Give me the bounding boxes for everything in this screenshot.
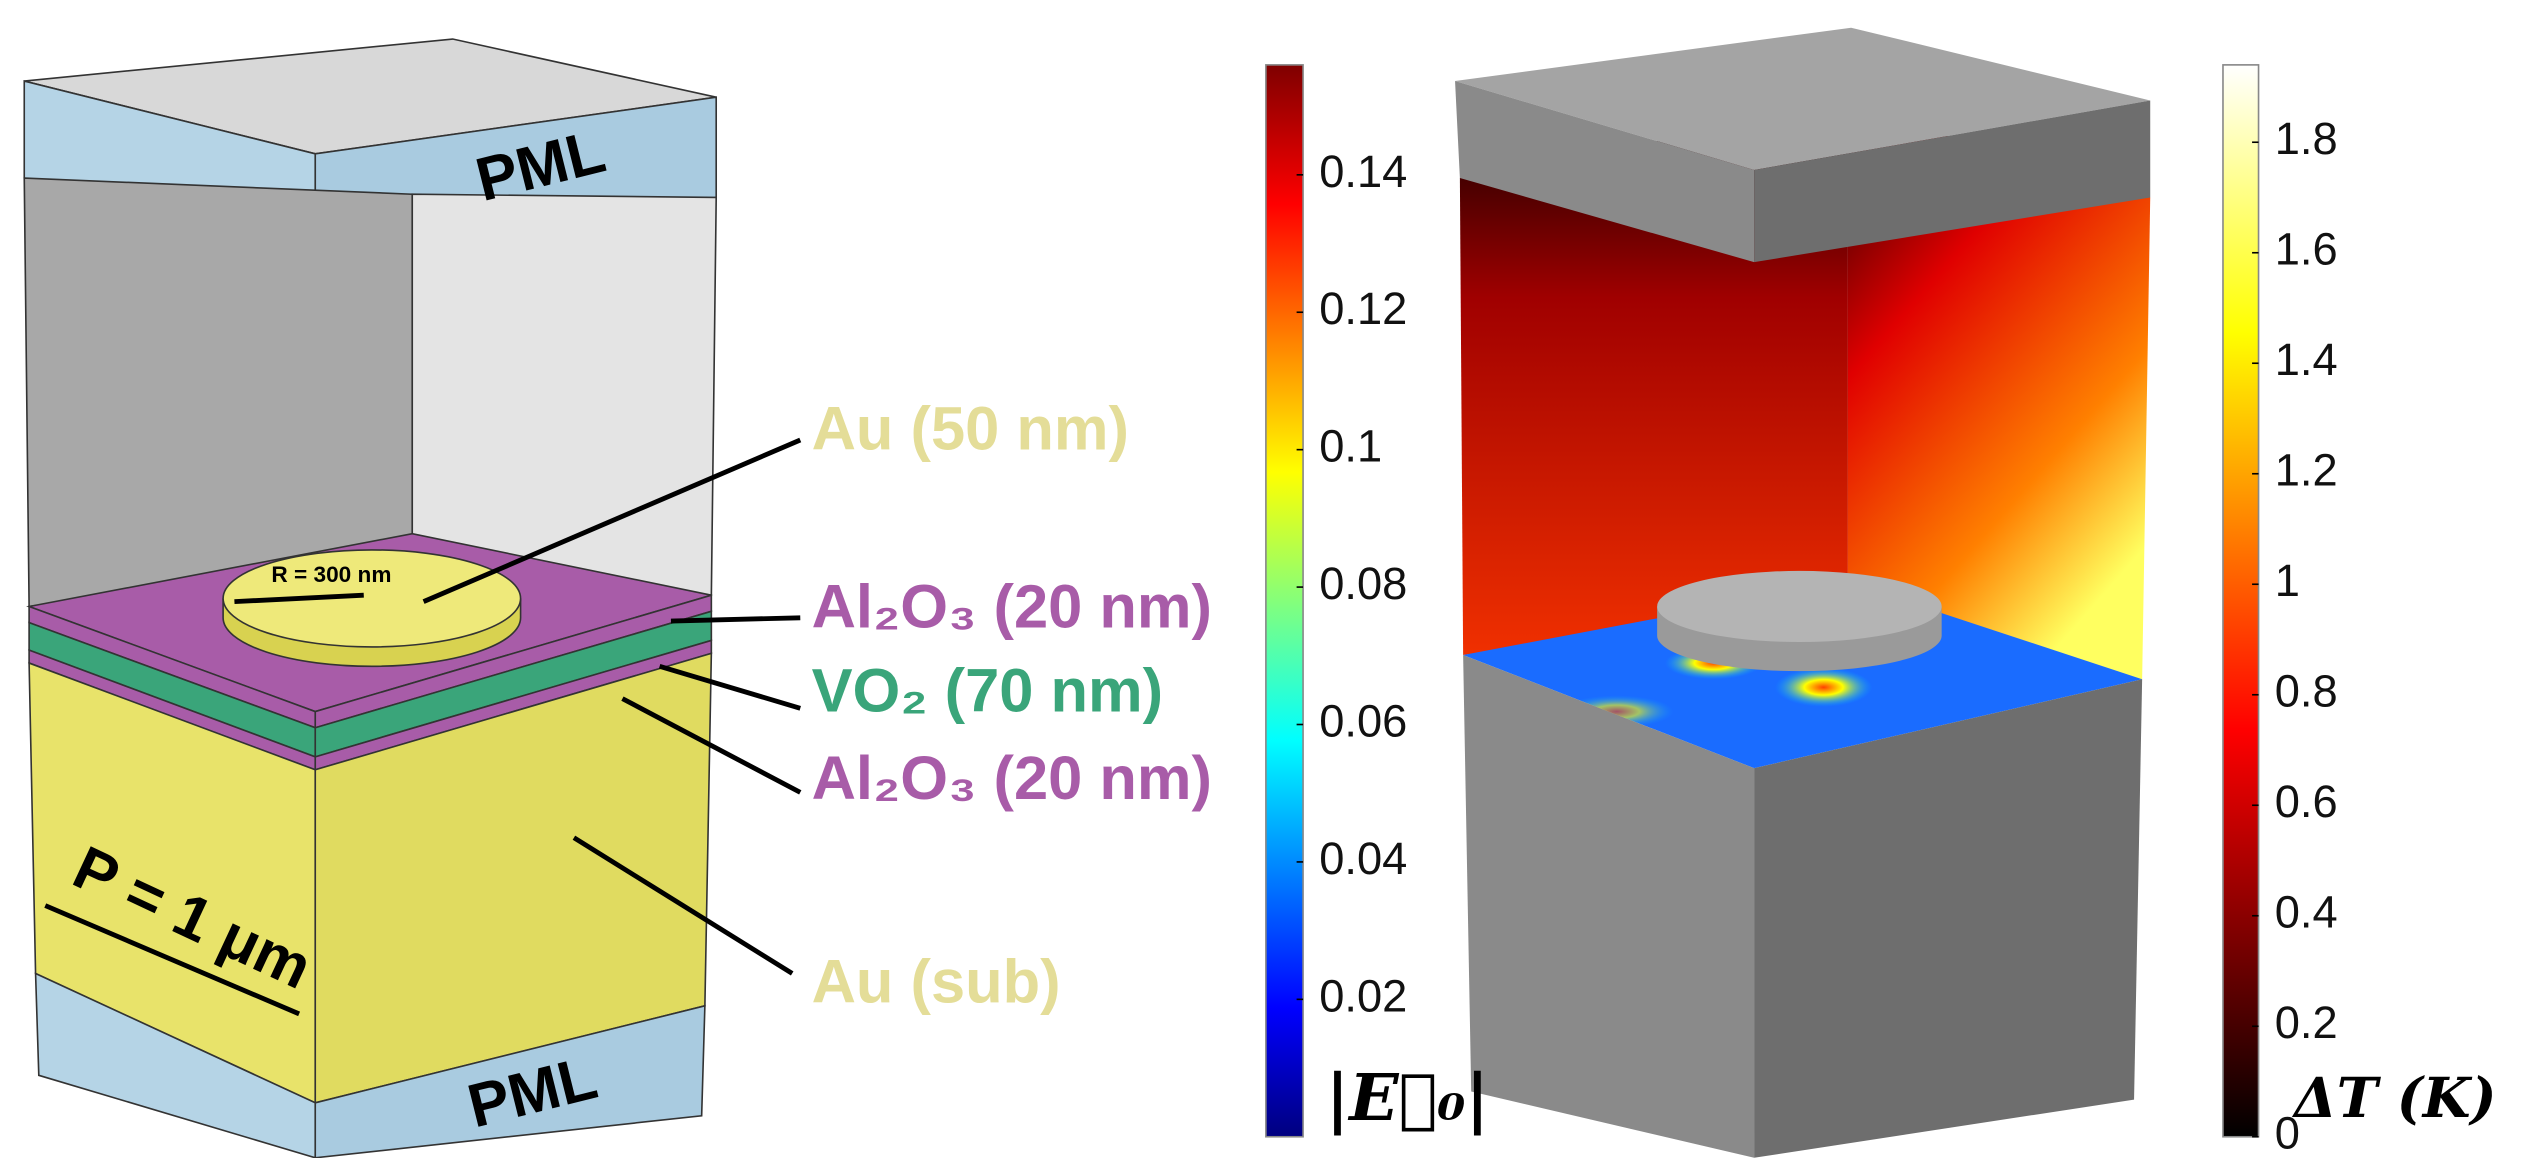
colorbar-label: |E⃗₀| xyxy=(1326,1060,1489,1136)
colorbar xyxy=(1266,65,1303,1137)
colorbar-tick-label: 0.02 xyxy=(1319,970,1407,1021)
air-right-wall xyxy=(412,194,716,595)
hot-spot xyxy=(1775,668,1872,707)
colorbar-tick-label: 1.6 xyxy=(2275,224,2338,275)
colorbar-tick-label: 0.08 xyxy=(1319,558,1407,609)
colorbar-tick-label: 0.04 xyxy=(1319,833,1407,884)
colorbar-tick-label: 0.12 xyxy=(1319,283,1407,334)
layer-label: VO₂ (70 nm) xyxy=(812,657,1164,726)
colorbar-tick-label: 1.4 xyxy=(2275,334,2338,385)
field-scene xyxy=(1455,28,2150,1158)
colorbar-tick-label: 0.4 xyxy=(2275,887,2338,938)
colorbar xyxy=(2223,65,2259,1137)
colorbar-tick-label: 0.8 xyxy=(2275,666,2338,717)
disk-top xyxy=(1657,571,1942,642)
colorbar-tick-label: 0.14 xyxy=(1319,146,1407,197)
figure: PML PML R = 300 nm P = 1 μm Au (50 nm)Al… xyxy=(0,0,2535,1158)
layer-label: Al₂O₃ (20 nm) xyxy=(812,744,1212,813)
layer-label: Au (50 nm) xyxy=(812,395,1129,464)
radius-label: R = 300 nm xyxy=(271,562,391,587)
colorbar-tick-label: 0.2 xyxy=(2275,997,2338,1048)
colorbar-tick-label: 0.6 xyxy=(2275,776,2338,827)
colorbar-tick-label: 1.2 xyxy=(2275,445,2338,496)
pointer xyxy=(671,618,800,621)
colorbar-tick-label: 0.06 xyxy=(1319,695,1407,746)
layer-label: Au (sub) xyxy=(812,948,1061,1017)
layer-labels: Au (50 nm) Al₂O₃ (20 nm) VO₂ (70 nm) Al₂O₃ … xyxy=(812,395,1212,1017)
colorbar-tick-label: 0.1 xyxy=(1319,421,1382,472)
colorbar-label: ΔT (K) xyxy=(2291,1065,2496,1130)
mesh-structure xyxy=(24,39,716,1158)
colorbar-tick-label: 1 xyxy=(2275,555,2300,606)
layer-label: Al₂O₃ (20 nm) xyxy=(812,573,1212,642)
colorbar-tick-label: 1.8 xyxy=(2275,113,2338,164)
air-left-wall xyxy=(24,178,412,606)
page: PML PML R = 300 nm P = 1 μm Au (50 nm)Al… xyxy=(0,0,2535,1158)
